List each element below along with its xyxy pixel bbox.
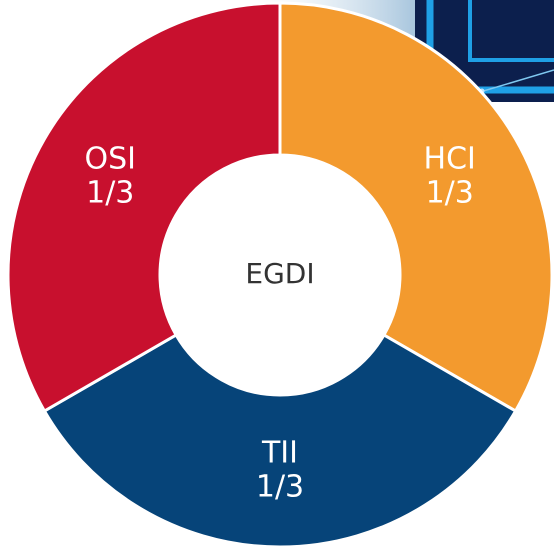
segment-label: OSI — [85, 142, 137, 177]
segment-label: HCI — [424, 142, 476, 177]
chart: HCI1/3TII1/3OSI1/3 EGDI — [0, 0, 554, 549]
segment-value-label: 1/3 — [86, 176, 134, 211]
donut-segment — [8, 3, 280, 411]
segment-value-label: 1/3 — [426, 176, 474, 211]
segment-value-label: 1/3 — [256, 470, 304, 505]
segment-label: TII — [261, 436, 298, 471]
center-label: EGDI — [245, 257, 314, 290]
page: HCI1/3TII1/3OSI1/3 EGDI (() => { const d… — [0, 0, 554, 549]
